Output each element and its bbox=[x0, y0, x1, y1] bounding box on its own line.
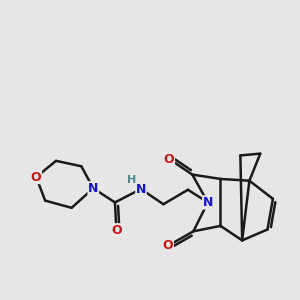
Text: O: O bbox=[164, 152, 175, 166]
Text: O: O bbox=[163, 239, 173, 252]
Text: N: N bbox=[136, 182, 146, 196]
Text: N: N bbox=[202, 196, 213, 209]
Text: O: O bbox=[31, 171, 41, 184]
Text: H: H bbox=[127, 175, 136, 185]
Text: O: O bbox=[111, 224, 122, 237]
Text: N: N bbox=[88, 182, 98, 195]
